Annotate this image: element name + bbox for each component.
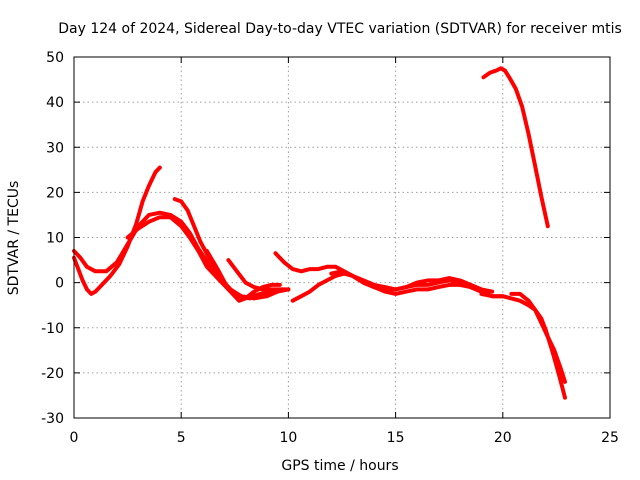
series-line-trace-8: [290, 271, 484, 303]
x-tick-label: 0: [70, 430, 79, 446]
series-line-trace-12: [481, 66, 550, 229]
chart-title: Day 124 of 2024, Sidereal Day-to-day VTE…: [58, 21, 622, 37]
y-tick-label: 40: [46, 95, 64, 111]
y-tick-label: -30: [41, 411, 64, 427]
y-tick-label: -10: [41, 321, 64, 337]
y-tick-label: 10: [46, 231, 64, 247]
x-tick-label: 10: [279, 430, 297, 446]
x-tick-label: 5: [177, 430, 186, 446]
grid-lines: [74, 57, 610, 418]
x-tick-label: 25: [601, 430, 619, 446]
x-axis-label: GPS time / hours: [281, 458, 398, 474]
x-tick-label: 15: [387, 430, 405, 446]
y-tick-label: 20: [46, 185, 64, 201]
y-tick-label: -20: [41, 366, 64, 382]
series-line-trace-11: [509, 291, 567, 384]
axis-ticks: 0 5 10 15 20 25 -30 -20 -10 0 10 20 30 40 50: [41, 50, 619, 446]
series-line-trace-6: [226, 258, 291, 292]
series-line-trace-1: [72, 165, 162, 296]
y-tick-label: 0: [55, 276, 64, 292]
y-tick-label: 30: [46, 140, 64, 156]
series-line-trace-9: [329, 269, 495, 294]
x-tick-label: 20: [494, 430, 512, 446]
y-axis-label: SDTVAR / TECUs: [6, 181, 22, 296]
y-tick-label: 50: [46, 50, 64, 66]
series-line-trace-5: [204, 249, 282, 303]
series-group: [72, 66, 567, 400]
